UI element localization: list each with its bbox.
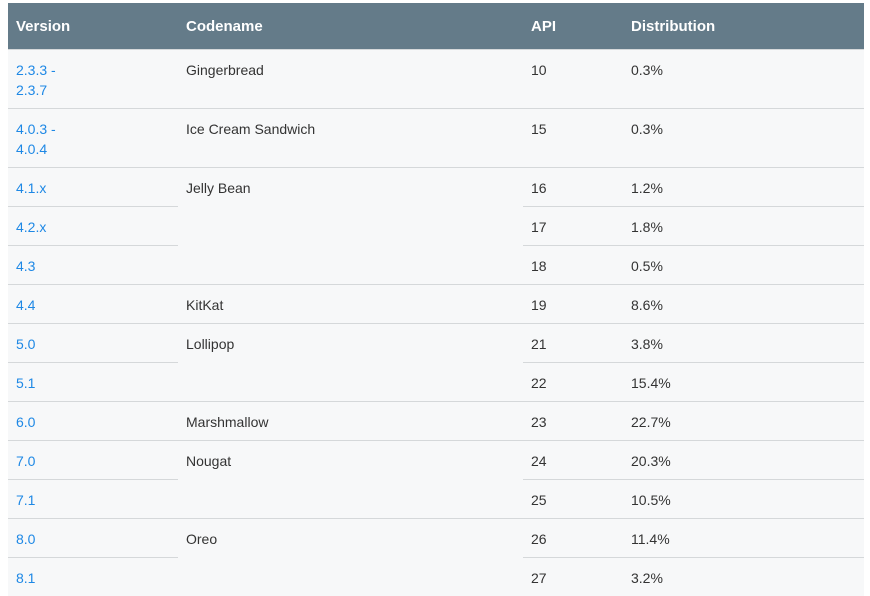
version-cell: 4.4	[8, 285, 178, 324]
table-row: 8.0 Oreo 26 11.4%	[8, 519, 864, 558]
table-row: 4.0.3 - 4.0.4 Ice Cream Sandwich 15 0.3%	[8, 109, 864, 168]
api-cell: 19	[523, 285, 623, 324]
table-row: 4.4 KitKat 19 8.6%	[8, 285, 864, 324]
version-cell: 8.0	[8, 519, 178, 558]
version-cell: 5.0	[8, 324, 178, 363]
table-row: 5.0 Lollipop 21 3.8%	[8, 324, 864, 363]
version-cell: 4.3	[8, 246, 178, 285]
api-cell: 24	[523, 441, 623, 480]
codename-cell: Ice Cream Sandwich	[178, 109, 523, 168]
column-header-api: API	[523, 3, 623, 50]
api-cell: 27	[523, 558, 623, 596]
column-header-codename: Codename	[178, 3, 523, 50]
table-row: 7.0 Nougat 24 20.3%	[8, 441, 864, 480]
distribution-cell: 0.3%	[623, 50, 864, 109]
version-cell: 7.1	[8, 480, 178, 519]
codename-cell: Jelly Bean	[178, 168, 523, 285]
version-link[interactable]: 4.3	[16, 258, 35, 274]
version-link[interactable]: 7.0	[16, 453, 35, 469]
api-cell: 25	[523, 480, 623, 519]
api-cell: 21	[523, 324, 623, 363]
codename-cell: Marshmallow	[178, 402, 523, 441]
distribution-cell: 8.6%	[623, 285, 864, 324]
column-header-version: Version	[8, 3, 178, 50]
distribution-cell: 1.2%	[623, 168, 864, 207]
codename-cell: Oreo	[178, 519, 523, 596]
api-cell: 26	[523, 519, 623, 558]
distribution-cell: 3.2%	[623, 558, 864, 596]
version-link[interactable]: 4.4	[16, 297, 35, 313]
version-link[interactable]: 8.1	[16, 570, 35, 586]
version-link[interactable]: 5.1	[16, 375, 35, 391]
distribution-cell: 1.8%	[623, 207, 864, 246]
distribution-cell: 15.4%	[623, 363, 864, 402]
api-cell: 16	[523, 168, 623, 207]
version-link[interactable]: 2.3.3 - 2.3.7	[16, 60, 64, 100]
version-link[interactable]: 5.0	[16, 336, 35, 352]
version-link[interactable]: 8.0	[16, 531, 35, 547]
codename-cell: Gingerbread	[178, 50, 523, 109]
version-cell: 8.1	[8, 558, 178, 596]
distribution-table-container: Version Codename API Distribution 2.3.3 …	[8, 3, 864, 596]
version-cell: 2.3.3 - 2.3.7	[8, 50, 178, 109]
android-version-distribution-table: Version Codename API Distribution 2.3.3 …	[8, 3, 864, 596]
version-link[interactable]: 6.0	[16, 414, 35, 430]
version-cell: 4.1.x	[8, 168, 178, 207]
version-cell: 7.0	[8, 441, 178, 480]
distribution-cell: 0.3%	[623, 109, 864, 168]
version-link[interactable]: 4.2.x	[16, 219, 46, 235]
version-cell: 4.2.x	[8, 207, 178, 246]
version-link[interactable]: 4.1.x	[16, 180, 46, 196]
codename-cell: KitKat	[178, 285, 523, 324]
distribution-cell: 0.5%	[623, 246, 864, 285]
table-header-row: Version Codename API Distribution	[8, 3, 864, 50]
table-row: 2.3.3 - 2.3.7 Gingerbread 10 0.3%	[8, 50, 864, 109]
api-cell: 15	[523, 109, 623, 168]
column-header-distribution: Distribution	[623, 3, 864, 50]
distribution-cell: 22.7%	[623, 402, 864, 441]
api-cell: 10	[523, 50, 623, 109]
distribution-cell: 20.3%	[623, 441, 864, 480]
api-cell: 17	[523, 207, 623, 246]
api-cell: 23	[523, 402, 623, 441]
version-cell: 6.0	[8, 402, 178, 441]
table-row: 6.0 Marshmallow 23 22.7%	[8, 402, 864, 441]
version-cell: 5.1	[8, 363, 178, 402]
version-cell: 4.0.3 - 4.0.4	[8, 109, 178, 168]
version-link[interactable]: 4.0.3 - 4.0.4	[16, 119, 64, 159]
distribution-cell: 11.4%	[623, 519, 864, 558]
codename-cell: Nougat	[178, 441, 523, 519]
api-cell: 18	[523, 246, 623, 285]
api-cell: 22	[523, 363, 623, 402]
distribution-cell: 10.5%	[623, 480, 864, 519]
table-row: 4.1.x Jelly Bean 16 1.2%	[8, 168, 864, 207]
codename-cell: Lollipop	[178, 324, 523, 402]
version-link[interactable]: 7.1	[16, 492, 35, 508]
distribution-cell: 3.8%	[623, 324, 864, 363]
